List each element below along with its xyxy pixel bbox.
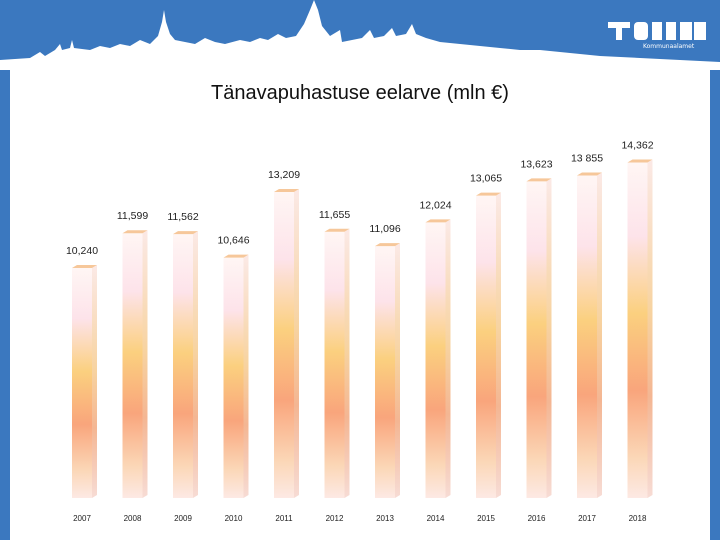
bar-2007 <box>72 265 97 498</box>
bar-side-face <box>193 231 198 498</box>
bar-top-face <box>223 254 249 258</box>
category-label: 2015 <box>477 514 495 523</box>
bar-front-face <box>526 181 547 498</box>
bar-top-face <box>173 231 198 235</box>
bar-side-face <box>445 219 451 499</box>
category-label: 2016 <box>528 514 546 523</box>
bar-front-face <box>173 234 193 498</box>
category-label: 2017 <box>578 514 596 523</box>
bar-front-face <box>223 257 244 498</box>
tallinn-logo-icon <box>608 22 706 40</box>
bar-side-face <box>395 243 400 498</box>
value-label: 12,024 <box>419 199 451 211</box>
chart-title: Tänavapuhastuse eelarve (mln €) <box>211 82 509 104</box>
value-label: 11,599 <box>117 210 148 222</box>
category-label: 2007 <box>73 514 91 523</box>
bar-front-face <box>627 162 648 498</box>
bar-side-face <box>496 192 501 498</box>
bar-front-face <box>425 222 446 499</box>
bar-2009 <box>173 231 198 498</box>
category-label: 2018 <box>629 514 647 523</box>
bar-side-face <box>546 178 552 498</box>
bar-2017 <box>577 172 602 498</box>
bar-top-face <box>577 172 602 176</box>
value-label: 13 855 <box>571 152 603 164</box>
bar-top-face <box>526 178 552 182</box>
bar-front-face <box>476 195 496 498</box>
category-label: 2012 <box>326 514 344 523</box>
bar-side-face <box>344 228 350 498</box>
bar-side-face <box>294 188 299 499</box>
bar-side-face <box>597 172 602 498</box>
bar-front-face <box>324 231 345 498</box>
bar-2010 <box>223 254 249 498</box>
value-label: 13,209 <box>268 169 300 181</box>
value-label: 10,240 <box>66 245 98 257</box>
logo-subtitle: Kommunaalamet <box>643 43 695 50</box>
bar-2011 <box>274 188 299 499</box>
value-label: 13,065 <box>470 173 502 185</box>
category-label: 2013 <box>376 514 394 523</box>
bar-front-face <box>274 191 294 499</box>
value-label: 10,646 <box>217 235 249 247</box>
bar-top-face <box>274 188 299 192</box>
bar-front-face <box>375 246 395 498</box>
bar-front-face <box>72 268 92 498</box>
bar-top-face <box>375 243 400 247</box>
category-label: 2008 <box>124 514 142 523</box>
bar-2008 <box>122 230 148 498</box>
category-label: 2014 <box>427 514 445 523</box>
bar-2016 <box>526 178 552 498</box>
bar-side-face <box>142 230 148 498</box>
bar-2012 <box>324 228 350 498</box>
bar-top-face <box>425 219 451 223</box>
bar-2013 <box>375 243 400 498</box>
bar-side-face <box>243 254 249 498</box>
bar-2018 <box>627 159 653 498</box>
bar-top-face <box>122 230 148 234</box>
bar-front-face <box>122 233 143 498</box>
bar-front-face <box>577 175 597 498</box>
value-label: 13,623 <box>520 158 552 170</box>
bar-top-face <box>627 159 653 163</box>
value-label: 11,562 <box>167 211 198 223</box>
bar-top-face <box>72 265 97 268</box>
value-label: 11,655 <box>319 209 350 221</box>
bar-top-face <box>324 228 350 232</box>
bar-side-face <box>92 265 97 498</box>
category-label: 2011 <box>275 514 293 523</box>
category-label: 2009 <box>174 514 192 523</box>
value-label: 14,362 <box>621 139 653 151</box>
city-skyline-banner <box>0 0 720 70</box>
bar-2014 <box>425 219 451 499</box>
category-label: 2010 <box>225 514 243 523</box>
value-label: 11,096 <box>369 223 400 235</box>
bar-2015 <box>476 192 501 498</box>
bar-side-face <box>647 159 653 498</box>
bar-top-face <box>476 192 501 196</box>
